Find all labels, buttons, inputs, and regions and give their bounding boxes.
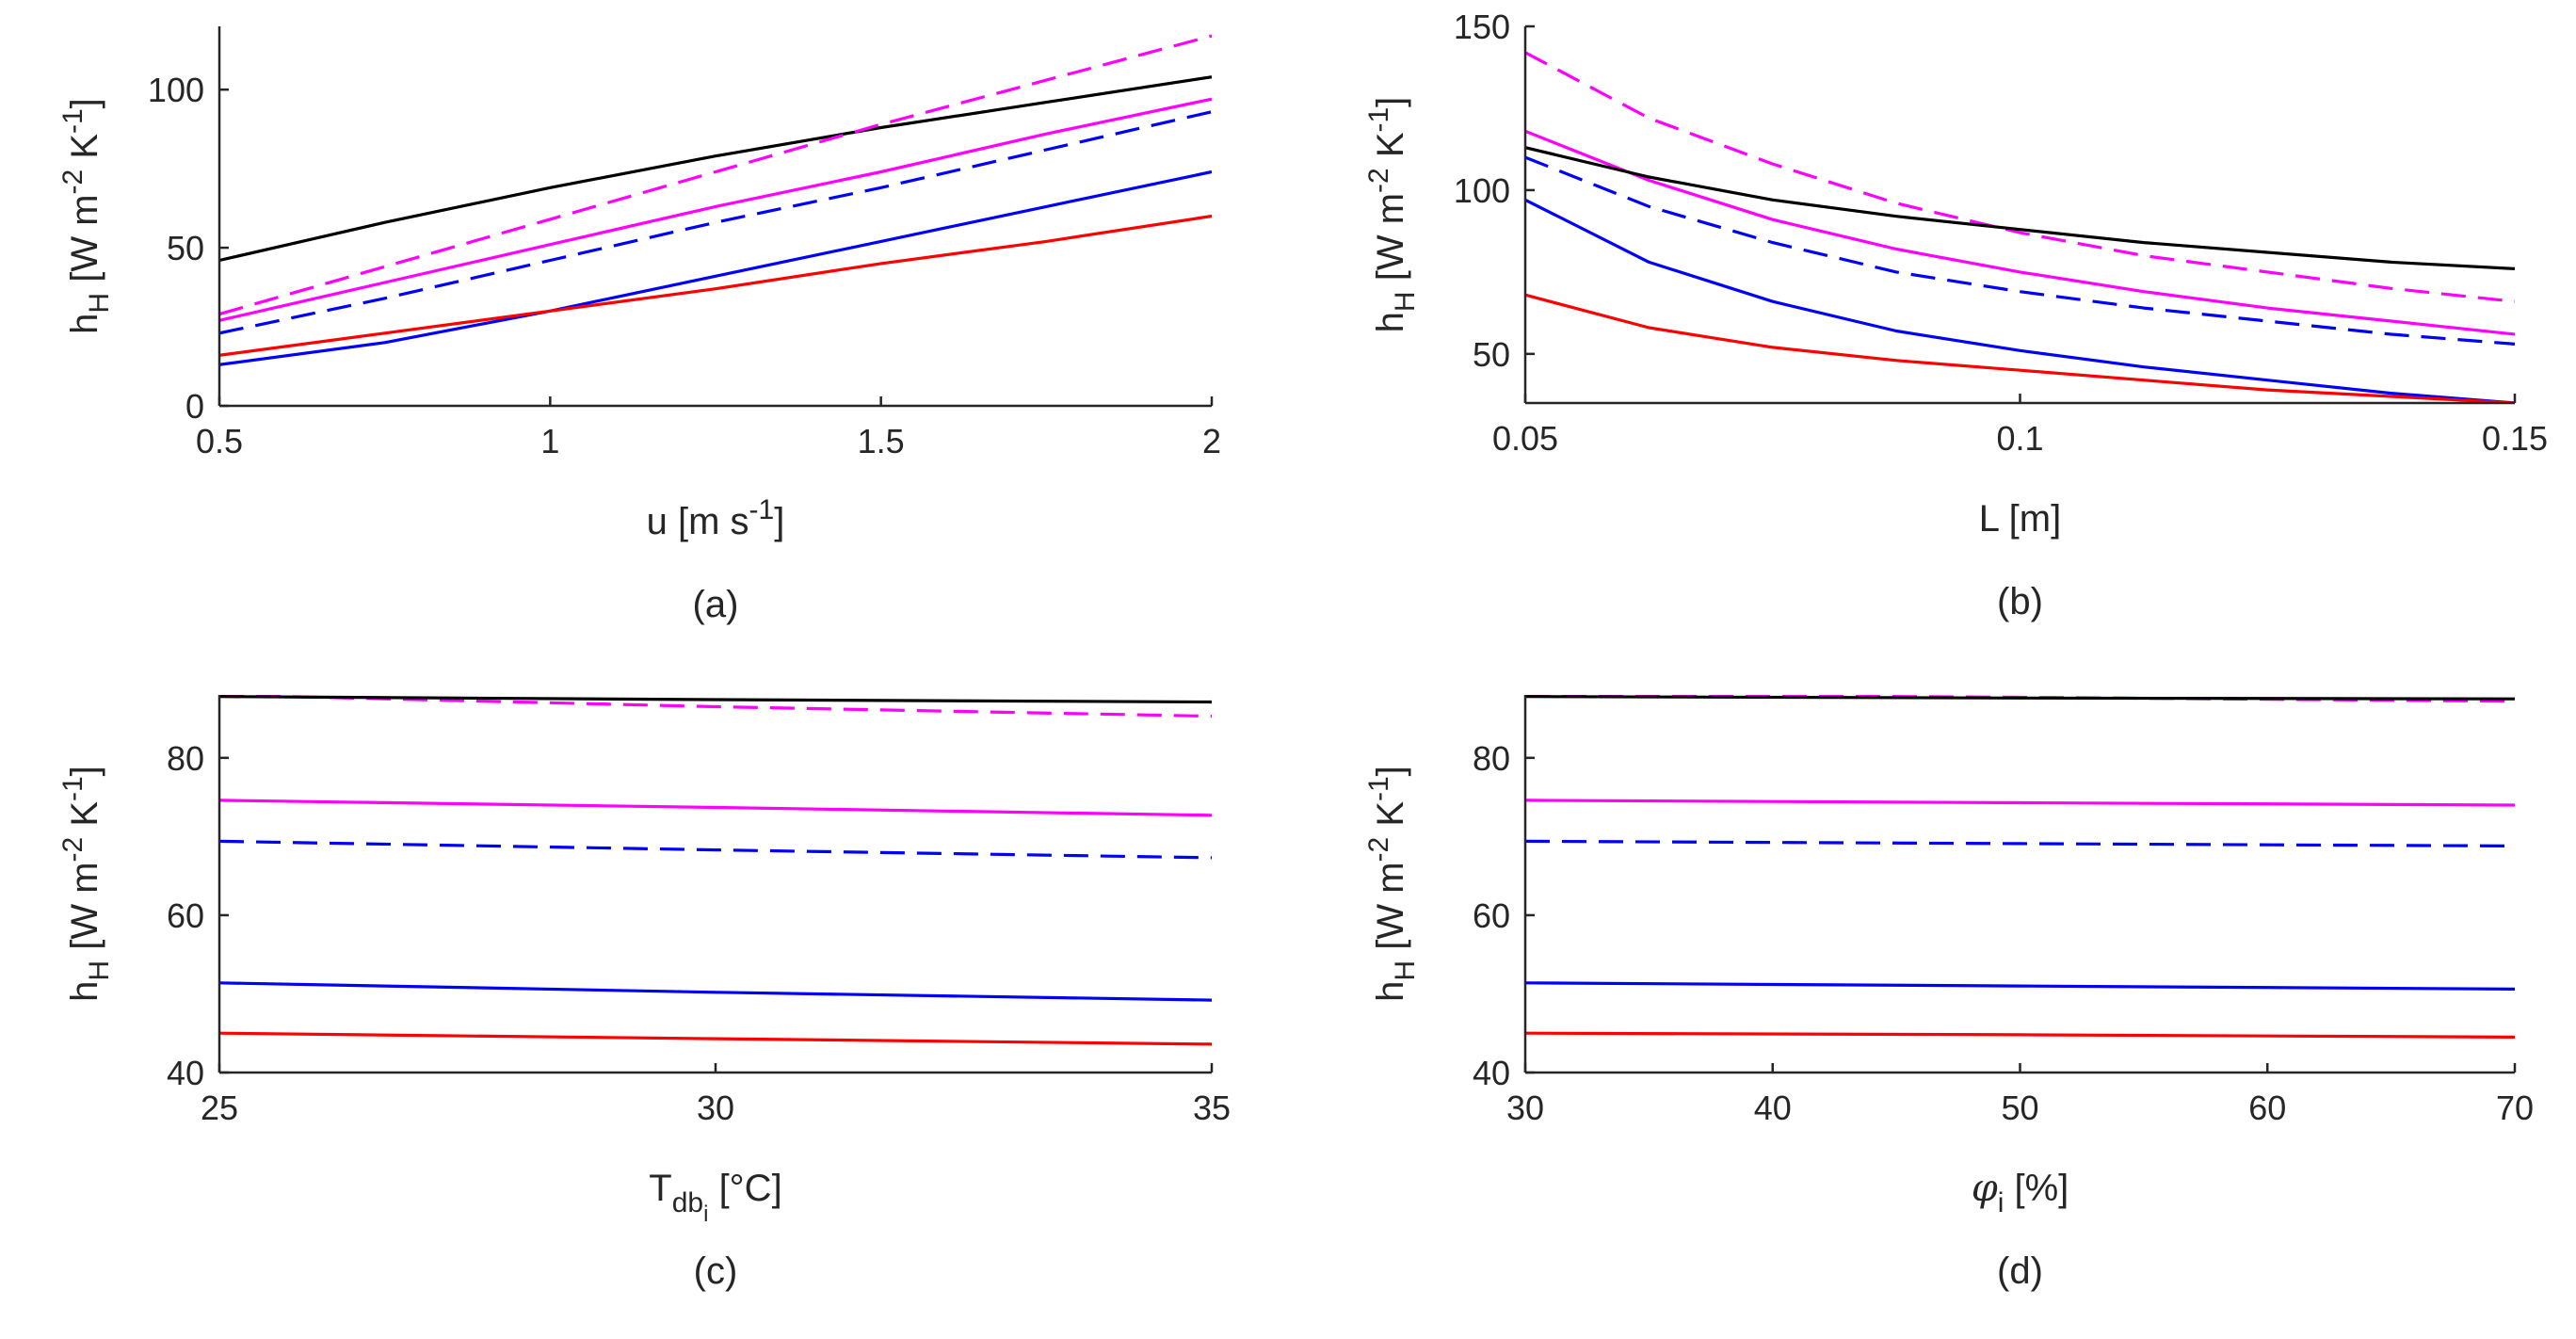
series-line: [219, 75, 1212, 263]
x-tick-label: 0.1: [1996, 419, 2043, 458]
x-tick-label: 0.15: [2482, 419, 2548, 458]
series-line: [1525, 155, 2515, 346]
x-tick-label: 70: [2496, 1089, 2534, 1127]
series-line: [219, 169, 1212, 366]
series-line: [219, 214, 1212, 357]
y-tick-label: 80: [1473, 739, 1510, 778]
subplot-b: 0.05 0.1 0.15 50 100 150 hH [W m-2 K-1] L [m] (b…: [1363, 8, 2548, 622]
series-group: [219, 34, 1212, 366]
series-line: [1525, 51, 2515, 303]
series-line: [219, 695, 1212, 704]
series-line: [1525, 1031, 2515, 1040]
subplot-label: (b): [1997, 581, 2043, 622]
y-tick-label: 0: [185, 387, 204, 426]
subplot-a: 0.5 1 1.5 2 0 50 100 hH [W m-2 K-1] u [m s-1] (a): [57, 26, 1221, 625]
x-tick-label: 30: [697, 1089, 734, 1127]
series-line: [219, 97, 1212, 322]
x-tick-label: 1.5: [858, 422, 905, 460]
x-axis-label: L [m]: [1979, 498, 2061, 540]
x-tick-label: 25: [201, 1089, 238, 1127]
series-line: [1525, 981, 2515, 991]
y-tick-label: 100: [148, 71, 204, 109]
series-line: [219, 34, 1212, 316]
series-line: [219, 110, 1212, 335]
y-axis-label: hH [W m-2 K-1]: [57, 766, 115, 1002]
y-axis-label: hH [W m-2 K-1]: [57, 98, 115, 334]
series-group: [1525, 695, 2515, 1040]
subplot-label: (c): [694, 1250, 738, 1292]
series-group: [1525, 51, 2515, 403]
series-line: [1525, 146, 2515, 270]
series-line: [1525, 293, 2515, 403]
series-line: [219, 1031, 1212, 1046]
y-tick-label: 50: [1473, 335, 1510, 374]
x-tick-label: 1: [540, 422, 559, 460]
y-tick-label: 80: [167, 739, 204, 778]
y-tick-label: 60: [1473, 896, 1510, 935]
series-line: [1525, 839, 2515, 848]
y-tick-label: 40: [1473, 1054, 1510, 1092]
x-axis-label: φi [%]: [1972, 1167, 2069, 1218]
x-tick-label: 50: [2001, 1089, 2038, 1127]
y-axis-label: hH [W m-2 K-1]: [1363, 97, 1421, 333]
subplot-label: (d): [1997, 1250, 2043, 1292]
x-tick-label: 2: [1202, 422, 1221, 460]
series-line: [219, 839, 1212, 860]
series-line: [219, 799, 1212, 817]
series-line: [219, 981, 1212, 1002]
y-tick-label: 100: [1454, 171, 1510, 210]
series-line: [1525, 695, 2515, 701]
x-axis-label: u [m s-1]: [647, 494, 785, 542]
series-group: [219, 695, 1212, 1046]
subplot-c: 25 30 35 40 60 80 hH [W m-2 K-1] Tdbi [°C] (c): [57, 695, 1231, 1292]
x-tick-label: 40: [1754, 1089, 1792, 1127]
y-tick-label: 150: [1454, 8, 1510, 46]
series-line: [1525, 799, 2515, 807]
y-axis-label: hH [W m-2 K-1]: [1363, 766, 1421, 1002]
x-tick-label: 35: [1193, 1089, 1231, 1127]
y-tick-label: 40: [167, 1054, 204, 1092]
x-tick-label: 30: [1506, 1089, 1544, 1127]
x-tick-label: 60: [2248, 1089, 2286, 1127]
subplot-label: (a): [693, 584, 739, 625]
y-tick-label: 60: [167, 896, 204, 935]
x-axis-label: Tdbi [°C]: [649, 1168, 781, 1227]
y-tick-label: 50: [167, 229, 204, 267]
x-tick-label: 0.05: [1492, 419, 1558, 458]
series-line: [1525, 198, 2515, 403]
x-tick-label: 0.5: [196, 422, 243, 460]
series-line: [1525, 129, 2515, 336]
